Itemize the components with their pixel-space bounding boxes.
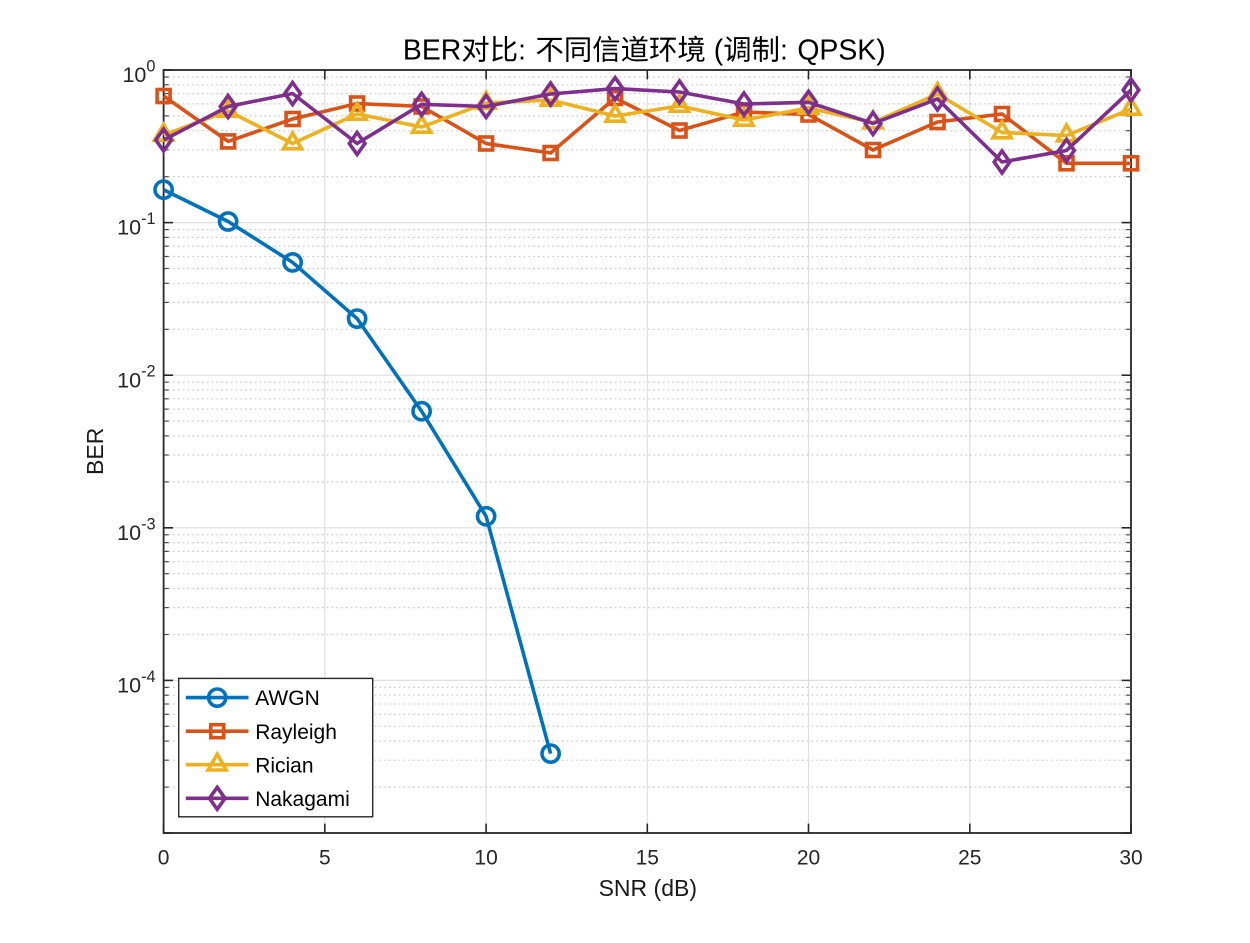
svg-text:10: 10: [474, 847, 497, 870]
svg-text:15: 15: [636, 847, 659, 870]
svg-text:5: 5: [319, 847, 331, 870]
svg-text:Rayleigh: Rayleigh: [255, 721, 337, 744]
svg-text:10: 10: [122, 63, 146, 87]
svg-text:0: 0: [146, 58, 155, 76]
svg-text:Nakagami: Nakagami: [255, 788, 350, 811]
svg-text:-3: -3: [141, 515, 155, 533]
svg-text:BER: BER: [403, 35, 461, 67]
svg-text:QPSK): QPSK): [797, 35, 885, 67]
svg-text:25: 25: [958, 847, 981, 870]
svg-text:30: 30: [1119, 847, 1142, 870]
svg-text:AWGN: AWGN: [255, 687, 320, 710]
svg-text::: :: [518, 35, 526, 67]
svg-text:SNR (dB): SNR (dB): [599, 875, 697, 901]
svg-text:Rician: Rician: [255, 754, 313, 777]
svg-text:20: 20: [797, 847, 820, 870]
svg-text:-1: -1: [141, 210, 155, 228]
svg-text:0: 0: [158, 847, 170, 870]
svg-text:10: 10: [117, 521, 141, 545]
svg-text::: :: [780, 35, 788, 67]
svg-text:-2: -2: [141, 363, 155, 381]
svg-text:10: 10: [117, 368, 141, 392]
svg-text:(: (: [714, 35, 724, 67]
svg-text:10: 10: [117, 674, 141, 698]
svg-text:BER: BER: [82, 428, 108, 475]
svg-text:-4: -4: [141, 668, 155, 686]
svg-text:10: 10: [117, 216, 141, 240]
